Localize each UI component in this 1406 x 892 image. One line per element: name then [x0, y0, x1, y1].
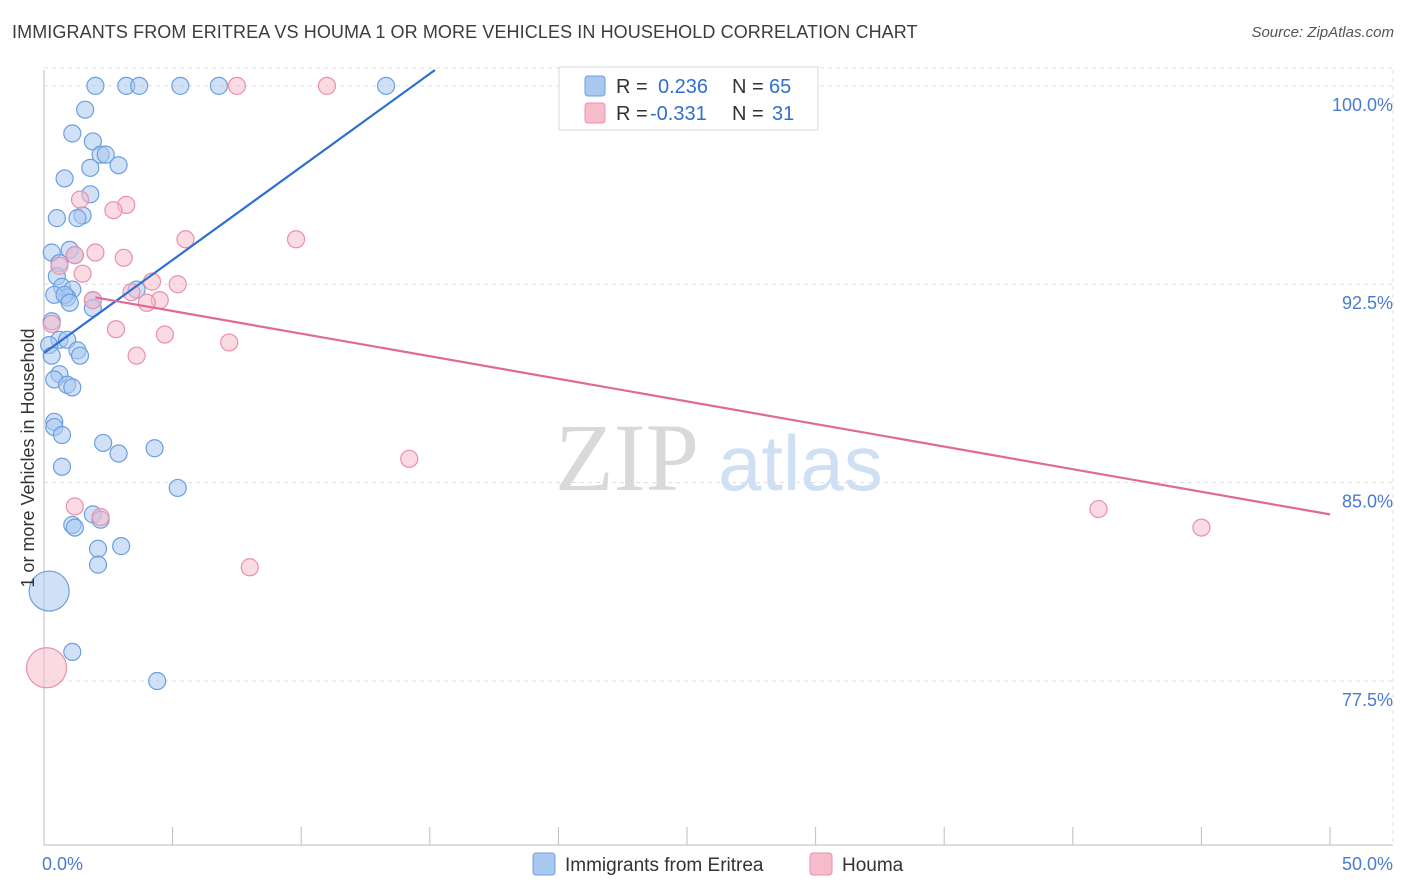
legend-n-label-eritrea: N =: [732, 76, 764, 98]
eritrea-point: [70, 346, 90, 365]
eritrea-point: [65, 518, 84, 537]
eritrea-point: [376, 76, 396, 95]
legend-n-label-houma: N =: [732, 103, 764, 125]
y-tick-label: 77.5%: [1342, 690, 1393, 710]
bottom-legend: Immigrants from Eritrea Houma: [532, 852, 904, 876]
eritrea-point: [209, 76, 228, 95]
bottom-legend-swatch-houma: [809, 852, 833, 876]
eritrea-point: [168, 478, 187, 498]
eritrea-point: [109, 156, 128, 175]
houma-point: [42, 314, 61, 334]
eritrea-point: [76, 100, 95, 119]
legend-n-value-eritrea: 65: [769, 76, 791, 98]
bottom-legend-swatch-eritrea: [532, 852, 556, 876]
houma-point: [25, 647, 68, 689]
points-layer: [25, 76, 1211, 691]
eritrea-point: [47, 209, 66, 228]
eritrea-point: [63, 124, 82, 143]
houma-point: [137, 293, 156, 312]
eritrea-point: [148, 671, 167, 691]
houma-point: [106, 320, 126, 339]
watermark: ZIP atlas: [555, 404, 883, 511]
houma-point: [65, 246, 84, 265]
eritrea-point: [52, 425, 72, 445]
houma-point: [227, 76, 246, 95]
houma-point: [1192, 518, 1211, 537]
houma-point: [73, 264, 92, 283]
legend-swatch-houma: [584, 102, 606, 124]
houma-point: [104, 201, 123, 220]
y-axis-label: 1 or more Vehicles in Household: [18, 328, 38, 587]
houma-point: [86, 243, 105, 262]
eritrea-point: [94, 433, 113, 453]
eritrea-point: [52, 457, 72, 476]
eritrea-trend-line: [43, 69, 436, 354]
eritrea-point: [63, 642, 82, 662]
eritrea-point: [86, 76, 105, 95]
houma-point: [114, 248, 133, 267]
houma-point: [240, 558, 259, 577]
legend-n-value-houma: 31: [772, 103, 794, 125]
eritrea-point: [130, 76, 149, 95]
houma-point: [65, 497, 84, 516]
houma-point: [168, 275, 187, 294]
trend-layer: [43, 69, 1331, 516]
legend-r-value-houma: -0.331: [650, 103, 707, 125]
eritrea-point: [28, 570, 70, 612]
houma-point: [70, 190, 90, 209]
eritrea-point: [171, 76, 190, 95]
watermark-zip: ZIP: [555, 404, 699, 511]
eritrea-point: [109, 444, 128, 463]
houma-point: [1089, 499, 1108, 519]
houma-point: [317, 76, 337, 95]
houma-point: [50, 256, 69, 275]
eritrea-point: [63, 378, 82, 397]
eritrea-point: [88, 539, 108, 558]
eritrea-point: [60, 293, 79, 312]
x-tick-label-max: 50.0%: [1342, 854, 1393, 874]
eritrea-point: [88, 555, 108, 574]
houma-point: [400, 449, 419, 468]
eritrea-point: [81, 158, 100, 177]
houma-point: [176, 230, 195, 249]
y-tick-label: 100.0%: [1332, 95, 1393, 115]
legend-r-label-eritrea: R =: [616, 76, 648, 98]
houma-point: [220, 333, 239, 352]
eritrea-point: [112, 537, 131, 556]
houma-point: [155, 325, 174, 344]
houma-trend-line: [95, 296, 1331, 516]
legend: R = 0.236 N = 65 R = -0.331 N = 31: [558, 66, 819, 131]
watermark-atlas: atlas: [718, 419, 883, 507]
legend-r-label-houma: R =: [616, 103, 648, 125]
chart-title: IMMIGRANTS FROM ERITREA VS HOUMA 1 OR MO…: [12, 22, 918, 42]
bottom-legend-label-eritrea: Immigrants from Eritrea: [565, 855, 764, 876]
eritrea-point: [96, 145, 115, 164]
eritrea-point: [145, 439, 164, 458]
houma-point: [286, 230, 306, 249]
eritrea-point: [42, 346, 61, 365]
eritrea-point: [68, 209, 87, 228]
x-tick-label-min: 0.0%: [42, 854, 83, 874]
eritrea-point: [55, 169, 74, 188]
y-tick-label: 92.5%: [1342, 293, 1393, 313]
legend-swatch-eritrea: [584, 75, 606, 97]
bottom-legend-label-houma: Houma: [842, 855, 904, 876]
houma-point: [83, 291, 102, 310]
houma-point: [127, 346, 146, 365]
axis-layer: 77.5% 85.0% 92.5% 100.0%: [43, 70, 1393, 846]
houma-point: [91, 507, 110, 527]
y-tick-label: 85.0%: [1342, 492, 1393, 512]
chart-source: Source: ZipAtlas.com: [1251, 24, 1394, 41]
legend-r-value-eritrea: 0.236: [658, 76, 708, 98]
